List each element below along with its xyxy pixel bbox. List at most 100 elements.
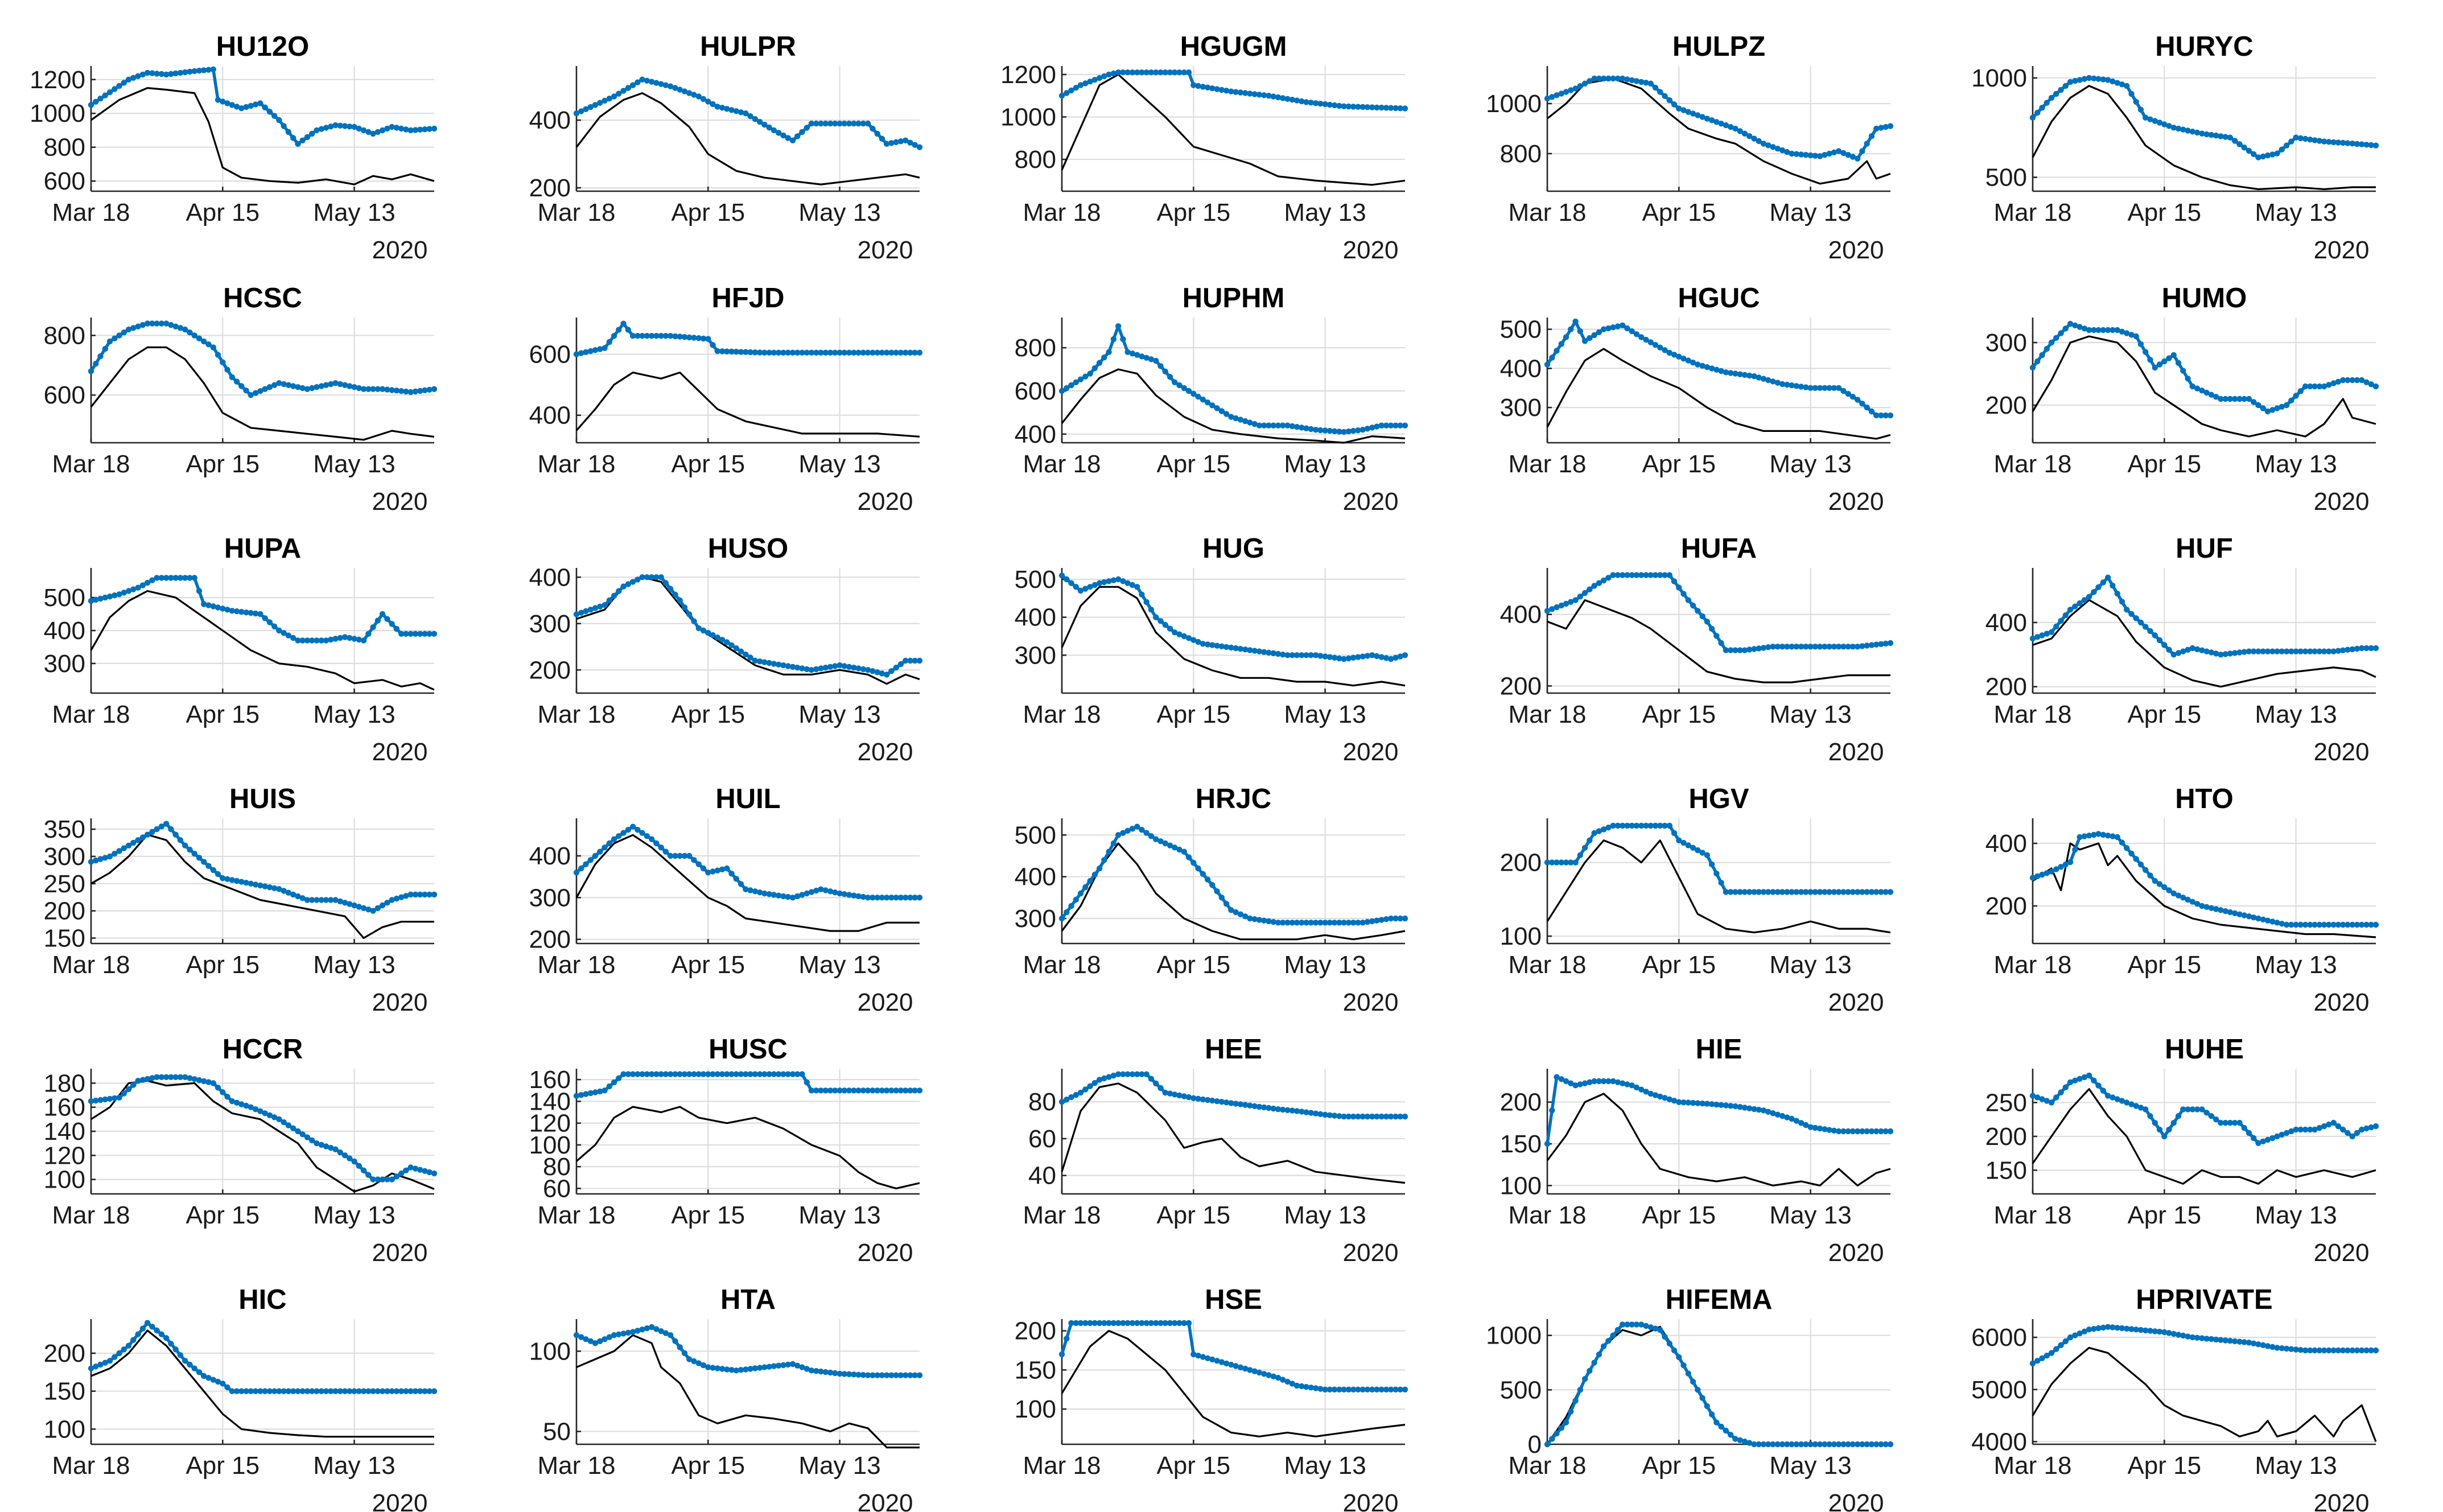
capacity-point [672, 85, 678, 91]
capacity-point [233, 378, 240, 385]
y-tick-label: 300 [1985, 329, 2027, 357]
capacity-point [135, 1331, 141, 1337]
capacity-point [1280, 95, 1286, 101]
capacity-point [1826, 150, 1832, 157]
y-tick-label: 120 [529, 1110, 571, 1138]
capacity-point [351, 902, 357, 909]
capacity-point [2143, 624, 2149, 630]
capacity-point [1200, 396, 1206, 403]
capacity-point [1549, 1107, 1555, 1114]
capacity-point [1633, 822, 1640, 829]
capacity-point [2091, 327, 2097, 333]
capacity-point [158, 1074, 165, 1081]
capacity-point [681, 334, 688, 340]
capacity-point [97, 1361, 104, 1368]
capacity-point [1765, 889, 1772, 895]
capacity-point [1756, 138, 1762, 145]
capacity-point [276, 886, 282, 892]
capacity-point [1690, 602, 1696, 609]
capacity-point [611, 592, 617, 599]
capacity-point [1172, 69, 1178, 76]
y-tick-label: 200 [1985, 1123, 2027, 1151]
capacity-point [1317, 1111, 1324, 1118]
capacity-point [1662, 347, 1668, 353]
capacity-point [2067, 859, 2074, 866]
capacity-point [1657, 572, 1663, 578]
capacity-point [1662, 572, 1668, 578]
capacity-point [356, 1163, 362, 1169]
capacity-point [1167, 69, 1173, 76]
capacity-point [1864, 141, 1870, 147]
capacity-point [578, 609, 584, 616]
capacity-point [2269, 648, 2276, 654]
capacity-point [2246, 1130, 2252, 1136]
capacity-point [1087, 584, 1093, 590]
x-tick-label: May 13 [2255, 1201, 2337, 1229]
capacity-point [1746, 646, 1753, 653]
capacity-point [1568, 1408, 1574, 1415]
capacity-point [238, 1101, 245, 1107]
capacity-point [639, 333, 645, 339]
capacity-point [154, 1327, 160, 1334]
capacity-point [672, 1071, 678, 1077]
capacity-point [168, 1074, 174, 1081]
capacity-point [1779, 381, 1786, 388]
capacity-point [2161, 884, 2168, 891]
capacity-point [1110, 336, 1117, 343]
capacity-point [2152, 364, 2158, 371]
capacity-point [616, 1331, 622, 1337]
capacity-point [299, 1131, 306, 1138]
capacity-point [2251, 399, 2257, 405]
capacity-point [1134, 584, 1140, 590]
occupancy-series-line [90, 590, 435, 691]
capacity-point [1723, 122, 1729, 129]
capacity-point [2236, 141, 2243, 147]
capacity-point [1822, 152, 1828, 158]
capacity-point [347, 635, 353, 641]
capacity-point [2095, 327, 2102, 333]
capacity-point [1077, 376, 1084, 382]
capacity-point [2029, 364, 2036, 371]
capacity-point [616, 90, 622, 97]
capacity-point [1666, 822, 1672, 829]
capacity-point [2072, 78, 2078, 84]
capacity-point [1299, 1109, 1305, 1115]
capacity-point [130, 839, 137, 846]
x-tick-label: Apr 15 [1156, 450, 1230, 478]
capacity-point [2222, 1337, 2228, 1344]
capacity-point [1685, 842, 1691, 848]
capacity-point [426, 386, 432, 393]
capacity-point [233, 608, 240, 615]
capacity-point [374, 129, 381, 135]
capacity-point [2067, 607, 2074, 613]
capacity-point [1793, 889, 1799, 895]
capacity-point [804, 666, 810, 673]
capacity-point [1374, 1113, 1380, 1120]
capacity-point [804, 349, 810, 356]
capacity-point [897, 1087, 904, 1094]
capacity-point [1157, 363, 1164, 369]
capacity-point [888, 140, 895, 146]
capacity-point [2152, 1328, 2158, 1334]
capacity-point [1326, 1386, 1333, 1392]
capacity-point [1200, 84, 1206, 90]
capacity-point [1270, 422, 1276, 429]
capacity-point [2288, 921, 2294, 928]
capacity-point [874, 349, 880, 356]
capacity-point [874, 130, 880, 137]
capacity-point [1558, 341, 1564, 347]
capacity-point [2246, 648, 2252, 654]
capacity-point [1312, 920, 1319, 926]
capacity-point [1120, 578, 1126, 584]
capacity-point [1803, 644, 1809, 650]
capacity-point [328, 381, 334, 388]
capacity-point [318, 1388, 324, 1394]
capacity-point [1600, 326, 1607, 332]
capacity-point [229, 374, 235, 380]
capacity-point [851, 349, 857, 356]
capacity-point [912, 657, 918, 664]
capacity-point [1148, 1076, 1155, 1082]
